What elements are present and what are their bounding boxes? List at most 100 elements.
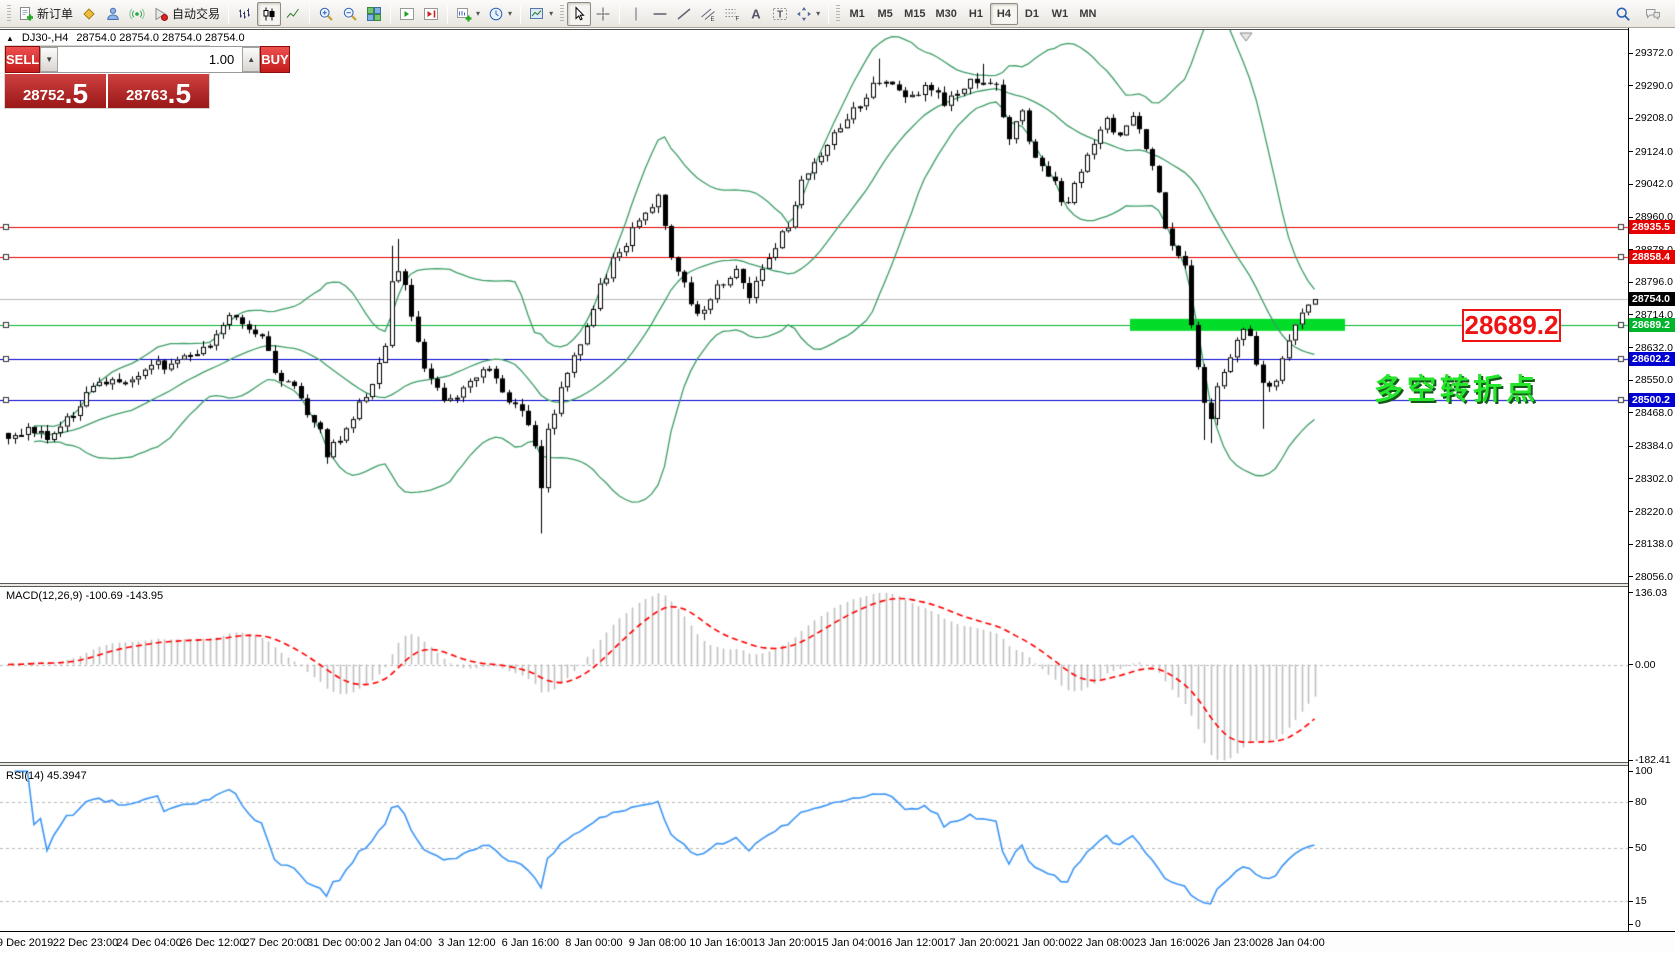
price-axis[interactable]: 29372.0 29290.0 29208.0 29124.0 29042.0 28960… [1628,28,1675,931]
time-axis-label: 17 Jan 20:00 [943,937,1008,949]
autotrading-button-label: 自动交易 [172,7,221,21]
new-order-button[interactable]: 新订单 [14,2,77,26]
cursor-button[interactable] [567,1,592,26]
time-axis-label: 28 Jan 04:00 [1261,937,1325,949]
text-button[interactable]: A [744,2,768,26]
sell-button[interactable]: SELL [5,46,41,73]
community-button[interactable] [101,2,125,26]
timeframe-w1-button[interactable]: W1 [1051,7,1069,20]
buy-button[interactable]: BUY [260,46,290,73]
price-callout-label[interactable]: 28689.2 [1462,309,1561,342]
volume-increase-button[interactable]: ▲ [242,47,261,72]
time-axis-label: 26 Dec 12:00 [179,937,246,949]
svg-text:A: A [751,6,761,21]
timeframe-m15-button[interactable]: M15 [904,7,926,20]
tile-windows-button[interactable] [362,2,386,26]
price-tick: 28056.0 [1629,571,1673,583]
autotrading-button[interactable]: 自动交易 [149,2,224,26]
hline-icon [652,6,668,22]
fibo-icon: F [724,6,740,22]
templates-button[interactable]: ▾ [525,2,557,26]
vertical-line-button[interactable] [624,2,648,26]
rsi-tick: 15 [1629,895,1647,907]
trade-panel-controls: SELL ▼ ▲ BUY [5,46,290,73]
time-axis-label: 3 Jan 12:00 [438,937,496,949]
toolbar-separator [309,3,311,24]
macd-label: MACD(12,26,9) -100.69 -143.95 [6,590,164,602]
search-button[interactable] [1611,2,1635,26]
timeframe-m30-button[interactable]: M30 [935,7,957,20]
toolbar-right-icons [1611,2,1671,26]
equidistant-channel-button[interactable]: E [696,2,720,26]
periods-button[interactable]: ▾ [484,2,516,26]
pane-separator-rsi[interactable] [0,762,1675,766]
text-label-button[interactable]: T [768,2,792,26]
line-chart-button[interactable] [281,2,305,26]
new-order-button-label: 新订单 [37,7,74,21]
time-axis-label: 15 Jan 04:00 [816,937,880,949]
volume-decrease-button[interactable]: ▼ [40,47,59,72]
chart-title: ▲ DJ30-,H4 28754.0 28754.0 28754.0 28754… [6,32,245,44]
time-axis-label: 27 Dec 20:00 [243,937,309,949]
timeframe-d1-button[interactable]: D1 [1024,7,1039,20]
timeframe-m5-button[interactable]: M5 [877,7,893,20]
price-tick: 28632.0 [1629,342,1673,354]
macd-tick: 0.00 [1629,659,1655,671]
dropdown-arrow-icon: ▾ [508,9,513,18]
line-icon [285,6,301,22]
pane-separator-macd[interactable] [0,583,1675,587]
price-tick: 28220.0 [1629,506,1673,518]
time-axis-label: 10 Jan 16:00 [689,937,753,949]
chart-frame-top [0,29,1675,30]
new-chart-button[interactable]: ▾ [452,2,484,26]
clock-icon [488,6,504,22]
rsi-pane-canvas[interactable] [0,766,1628,930]
time-axis-label: 22 Dec 23:00 [52,937,119,949]
crosshair-button[interactable] [591,2,615,26]
channel-icon: E [700,6,716,22]
price-tick: 28302.0 [1629,473,1673,485]
level-price-badge: 28689.2 [1629,317,1675,332]
main-chart-canvas[interactable] [0,30,1628,583]
collapse-panel-icon[interactable]: ▲ [6,33,14,43]
macd-pane-canvas[interactable] [0,587,1628,762]
timeframe-h1-button[interactable]: H1 [968,7,983,20]
arrows-button[interactable]: ▾ [792,2,824,26]
buy-price-display[interactable]: 28763.5 [108,74,209,108]
time-axis-label: 21 Jan 00:00 [1006,937,1071,949]
crosshair-icon [595,6,611,22]
volume-input[interactable] [58,47,243,72]
sell-price-display[interactable]: 28752.5 [5,74,106,108]
chat-button[interactable] [1641,2,1665,26]
zoom-out-button[interactable] [338,2,362,26]
styles-button[interactable] [77,2,101,26]
macd-tick: -182.41 [1629,754,1671,766]
timeframe-mn-button[interactable]: MN [1079,7,1097,20]
timeframe-h4-button[interactable]: H4 [989,2,1018,25]
signals-button[interactable] [125,2,149,26]
horizontal-line-button[interactable] [648,2,672,26]
timeframe-m1-button[interactable]: M1 [849,7,865,20]
candlestick-chart-button[interactable] [257,1,282,26]
rsi-label: RSI(14) 45.3947 [6,770,87,782]
rsi-tick: 80 [1629,796,1647,808]
toolbar-separator [828,3,830,24]
chart-window: ▲ DJ30-,H4 28754.0 28754.0 28754.0 28754… [0,28,1675,953]
level-price-badge: 28935.5 [1629,219,1675,234]
sell-price-main: 28752 [22,87,65,104]
time-axis-label: 8 Jan 00:00 [565,937,623,949]
bar-chart-button[interactable] [233,2,257,26]
auto-scroll-button[interactable] [395,2,419,26]
toolbar-separator [228,3,230,24]
dropdown-arrow-icon: ▾ [476,9,481,18]
buy-price-fraction: .5 [167,77,192,109]
chart-shift-button[interactable] [419,2,443,26]
magnifier-icon [1615,6,1631,22]
toolbar-separator [520,3,522,24]
fibonacci-button[interactable]: F [720,2,744,26]
trendline-button[interactable] [672,2,696,26]
zoom-in-button[interactable] [314,2,338,26]
time-axis-label: 13 Jan 20:00 [752,937,817,949]
